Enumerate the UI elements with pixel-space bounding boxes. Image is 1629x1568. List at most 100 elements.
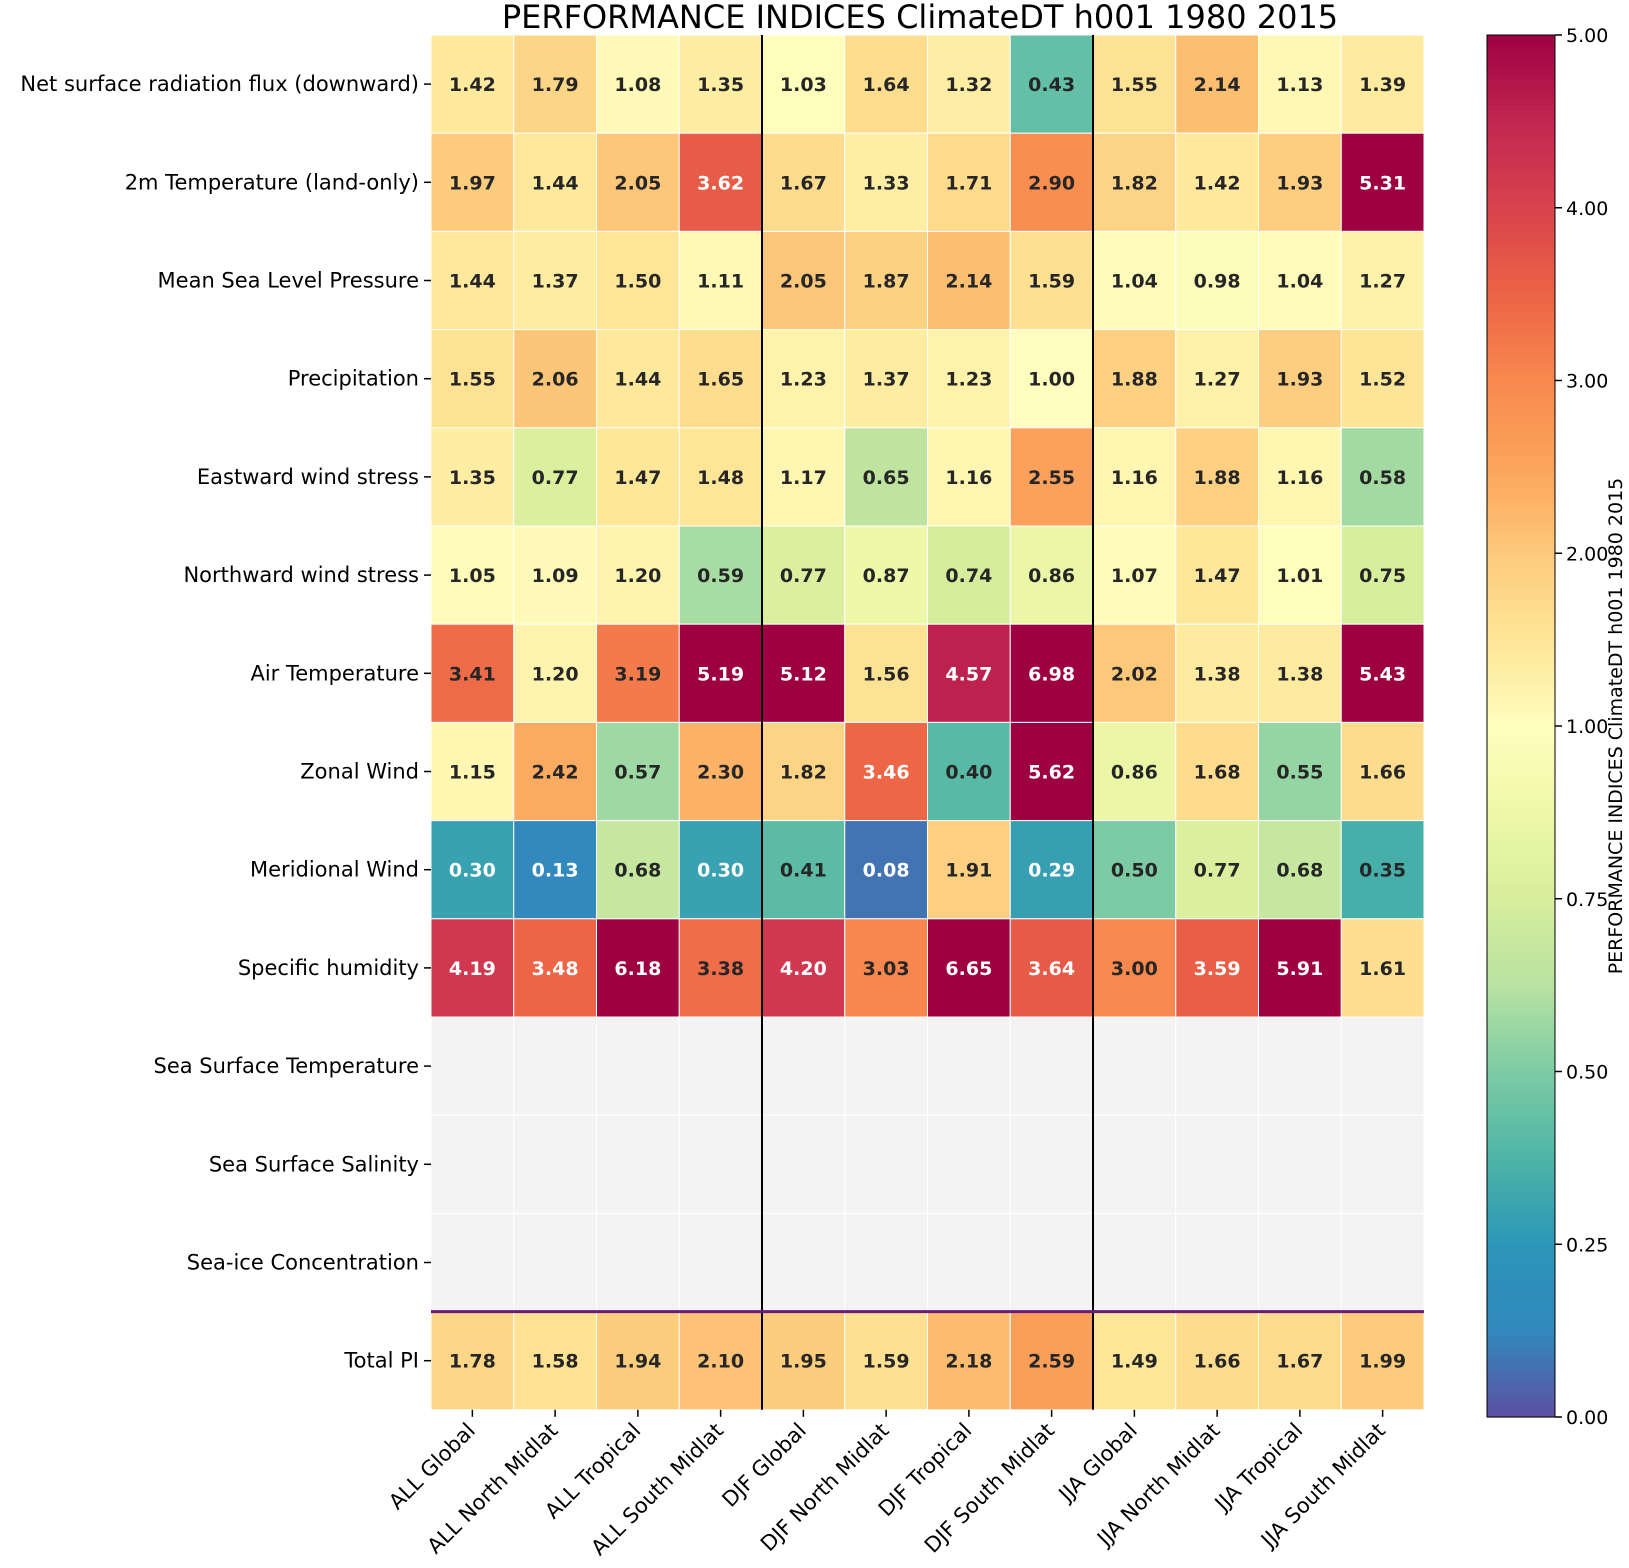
cell-value-label: 3.48: [532, 958, 579, 980]
colorbar-segment: [1487, 1109, 1555, 1117]
colorbar-segment: [1487, 568, 1555, 576]
heatmap-cell: [596, 1114, 680, 1214]
heatmap-cell: [678, 820, 763, 920]
cell-value-label: 1.88: [1194, 467, 1241, 489]
heatmap-cell: [927, 1016, 1011, 1116]
colorbar-tick-label: 1.00: [1566, 716, 1608, 738]
cell-value-label: 1.49: [1111, 1351, 1158, 1373]
row-label: Specific humidity: [238, 956, 419, 980]
heatmap-cell: [1258, 820, 1342, 920]
cell-value-label: 1.08: [614, 74, 661, 96]
cell-value-label: 0.35: [1359, 860, 1406, 882]
colorbar-segment: [1487, 437, 1555, 444]
cell-value-label: 1.82: [780, 762, 827, 784]
cell-value-label: 5.91: [1276, 958, 1323, 980]
colorbar-segment: [1487, 920, 1555, 928]
heatmap-cell: [678, 132, 763, 232]
colorbar-segment: [1487, 707, 1555, 715]
colorbar-segment: [1487, 537, 1555, 545]
heatmap-cell: [1092, 1114, 1177, 1214]
colorbar-segment: [1487, 612, 1555, 620]
cell-value-label: 1.23: [945, 369, 992, 391]
cell-value-label: 1.58: [532, 1351, 579, 1373]
colorbar-segment: [1487, 1197, 1555, 1205]
heatmap-cell: [1340, 525, 1425, 625]
colorbar-segment: [1487, 443, 1555, 451]
cell-value-label: 1.16: [1111, 467, 1158, 489]
heatmap-cell: [513, 1212, 597, 1313]
colorbar-segment: [1487, 1247, 1555, 1255]
heatmap-cell: [844, 820, 928, 920]
cell-value-label: 2.90: [1028, 172, 1075, 194]
colorbar-segment: [1487, 550, 1555, 557]
row-label: Meridional Wind: [250, 858, 419, 882]
heatmap-cell: [1092, 820, 1177, 920]
heatmap-cell: [927, 132, 1011, 232]
row-label: Eastward wind stress: [197, 465, 419, 489]
colorbar-segment: [1487, 305, 1555, 312]
cell-value-label: 0.68: [1276, 860, 1323, 882]
heatmap-cell: [1340, 820, 1425, 920]
colorbar-segment: [1487, 141, 1555, 149]
cell-value-label: 0.43: [1028, 74, 1075, 96]
colorbar-segment: [1487, 1373, 1555, 1380]
heatmap-cell: [678, 230, 763, 331]
colorbar-segment: [1487, 85, 1555, 93]
cell-value-label: 1.82: [1111, 172, 1158, 194]
colorbar-segment: [1487, 945, 1555, 953]
heatmap-cell: [1092, 132, 1177, 232]
colorbar-segment: [1487, 663, 1555, 671]
colorbar-segment: [1487, 1272, 1555, 1280]
colorbar-segment: [1487, 933, 1555, 941]
cell-value-label: 0.41: [780, 860, 827, 882]
colorbar-segment: [1487, 1297, 1555, 1305]
heatmap-cell: [430, 525, 515, 625]
heatmap-cell: [1340, 918, 1425, 1018]
colorbar-segment: [1487, 970, 1555, 978]
colorbar-segment: [1487, 499, 1555, 507]
cell-value-label: 3.46: [863, 762, 910, 784]
heatmap-cell: [927, 1114, 1011, 1214]
cell-value-label: 1.56: [863, 663, 910, 685]
colorbar-segment: [1487, 1347, 1555, 1355]
colorbar-segment: [1487, 1027, 1555, 1035]
heatmap-cell: [430, 1212, 515, 1313]
colorbar-segment: [1487, 1379, 1555, 1387]
heatmap-cell: [1258, 918, 1342, 1018]
colorbar-segment: [1487, 323, 1555, 331]
colorbar-segment: [1487, 977, 1555, 985]
colorbar-segment: [1487, 524, 1555, 532]
heatmap-cell: [430, 1016, 515, 1116]
row-label: Net surface radiation flux (downward): [20, 72, 419, 96]
cell-value-label: 0.87: [863, 565, 910, 587]
cell-value-label: 1.50: [614, 271, 661, 293]
heatmap-cell: [1258, 329, 1342, 429]
colorbar-segment: [1487, 1153, 1555, 1161]
row-label: Northward wind stress: [183, 563, 419, 587]
colorbar-segment: [1487, 405, 1555, 413]
colorbar-segment: [1487, 682, 1555, 689]
cell-value-label: 1.04: [1111, 271, 1158, 293]
colorbar-tick-label: 3.00: [1566, 371, 1608, 393]
colorbar-segment: [1487, 644, 1555, 652]
colorbar-segment: [1487, 782, 1555, 790]
colorbar-segment: [1487, 895, 1555, 903]
heatmap-cell: [430, 132, 515, 232]
heatmap-cell: [596, 329, 680, 429]
cell-value-label: 1.79: [532, 74, 579, 96]
cell-value-label: 1.66: [1194, 1351, 1241, 1373]
heatmap-cell: [1175, 820, 1259, 920]
colorbar-segment: [1487, 631, 1555, 639]
colorbar-segment: [1487, 204, 1555, 212]
colorbar-segment: [1487, 857, 1555, 865]
colorbar-segment: [1487, 889, 1555, 897]
heatmap-cell: [1175, 1114, 1259, 1214]
heatmap-cell: [430, 1114, 515, 1214]
heatmap-cell: [1340, 1311, 1425, 1411]
cell-value-label: 1.95: [780, 1351, 827, 1373]
colorbar-segment: [1487, 581, 1555, 589]
heatmap-cell: [513, 1114, 597, 1214]
colorbar-segment: [1487, 650, 1555, 658]
